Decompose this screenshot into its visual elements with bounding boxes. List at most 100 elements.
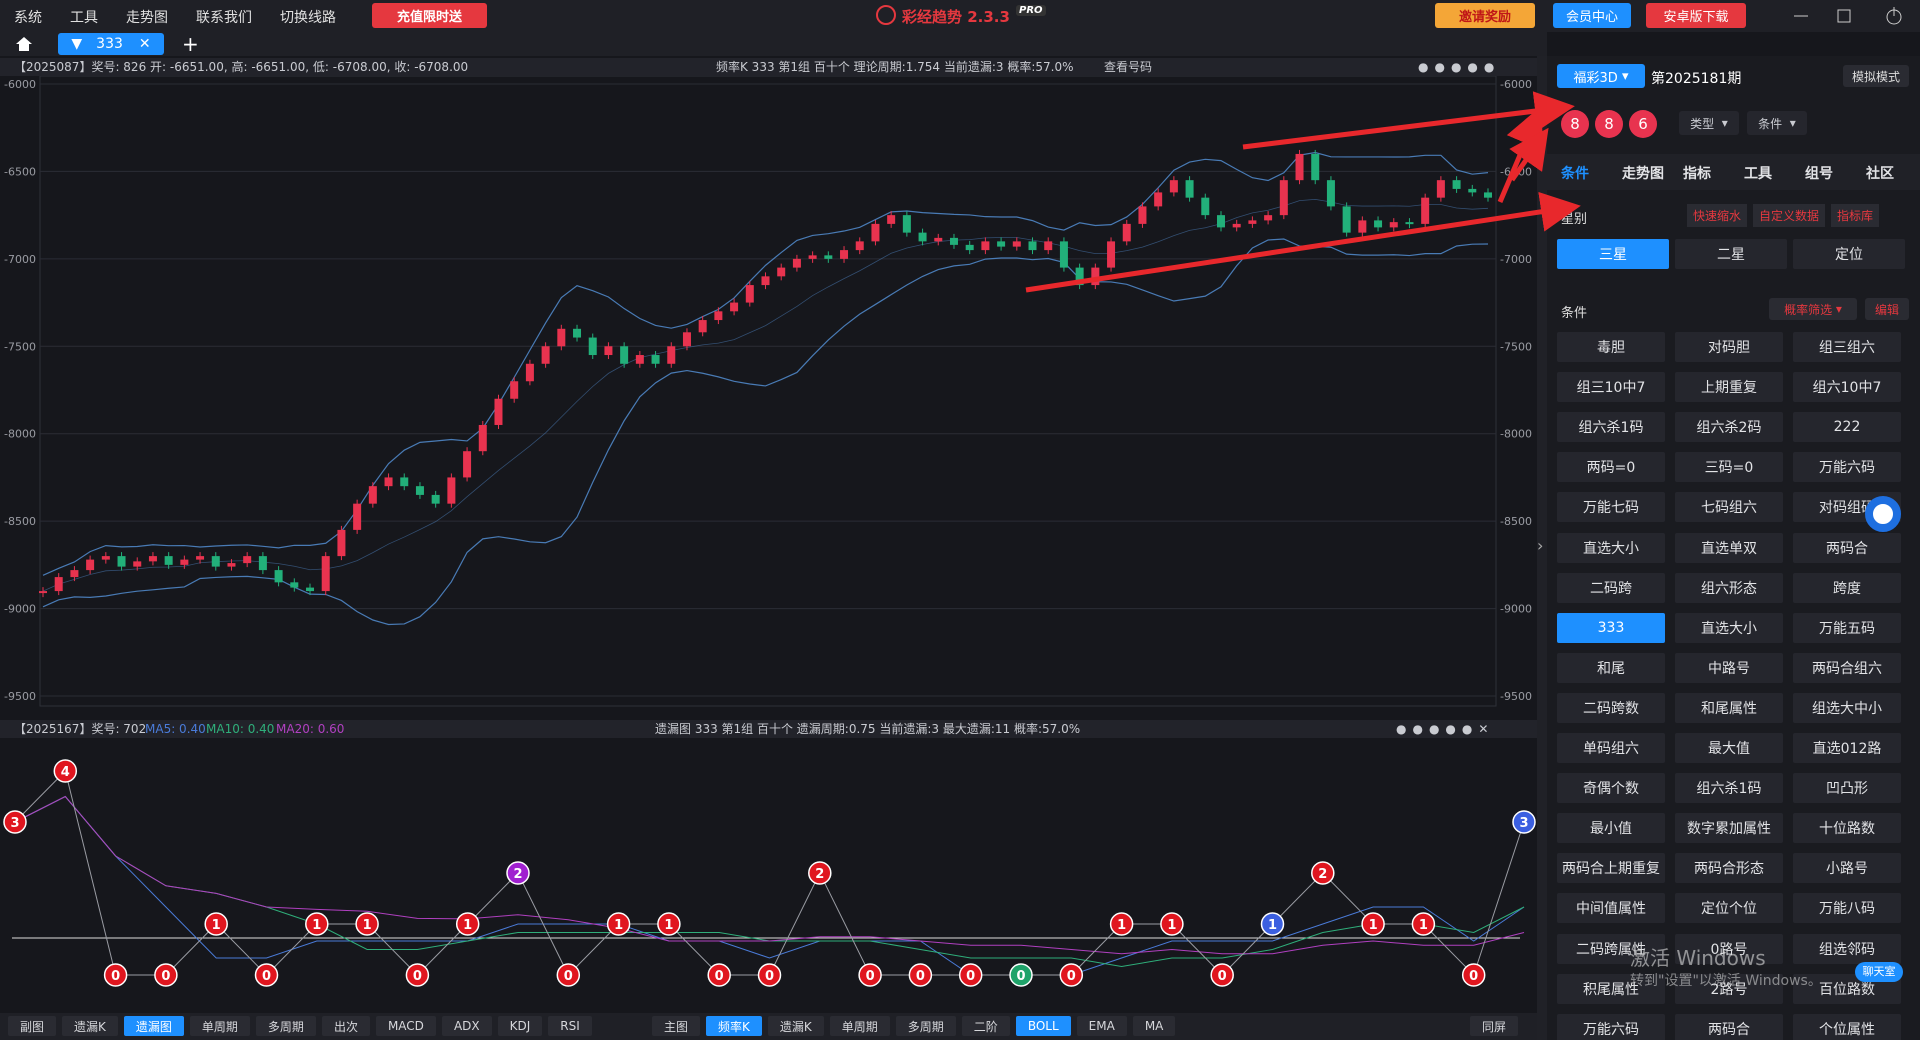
condition-button[interactable]: 222 [1793,412,1901,443]
condition-button[interactable]: 小路号 [1793,853,1901,884]
toolbar-button[interactable]: MA [1132,1016,1176,1036]
condition-button[interactable]: 中间值属性 [1557,893,1665,924]
condition-button[interactable]: 万能六码 [1557,1013,1665,1040]
panel-link[interactable]: 自定义数据 [1753,204,1826,227]
panel-link[interactable]: 指标库 [1831,204,1880,227]
condition-button[interactable]: 跨度 [1793,572,1901,603]
star-button[interactable]: 二星 [1675,239,1787,269]
panel-tab[interactable]: 条件 [1561,166,1589,182]
condition-button[interactable]: 最小值 [1557,813,1665,844]
condition-button[interactable]: 数字累加属性 [1675,813,1783,844]
toolbar-button[interactable]: KDJ [497,1016,543,1036]
toolbar-button[interactable]: 出次 [321,1016,370,1036]
condition-button[interactable]: 两码=0 [1557,452,1665,483]
panel-tab[interactable]: 组号 [1805,166,1833,182]
condition-button[interactable]: 二码跨 [1557,572,1665,603]
condition-button[interactable]: 两码合组六 [1793,652,1901,683]
star-button[interactable]: 定位 [1793,239,1905,269]
condition-button[interactable]: 组六杀1码 [1557,412,1665,443]
condition-button[interactable]: 两码合形态 [1675,853,1783,884]
sub-tools[interactable]: ●●●●●✕ [1396,722,1495,736]
menu-item[interactable]: 联系我们 [196,10,252,26]
android-button[interactable]: 安卓版下载 [1646,3,1746,28]
toolbar-button[interactable]: 多周期 [895,1016,956,1036]
condition-button[interactable]: 333 [1557,612,1665,643]
same-screen[interactable]: 同屏 [1470,1016,1519,1036]
condition-button[interactable]: 最大值 [1675,733,1783,763]
condition-button[interactable]: 组六10中7 [1793,372,1901,403]
condition-button[interactable]: 直选012路 [1793,733,1901,763]
edit[interactable]: 编辑 [1865,298,1909,320]
toolbar-button[interactable]: 多周期 [255,1016,316,1036]
condition-button[interactable]: 毒胆 [1557,332,1665,362]
condition-button[interactable]: 组选大中小 [1793,692,1901,723]
condition-button[interactable]: 0路号 [1675,933,1783,964]
condition-button[interactable]: 奇偶个数 [1557,773,1665,804]
float-icon[interactable] [1865,496,1901,532]
condition-button[interactable]: 个位属性 [1793,1013,1901,1040]
view-numbers[interactable]: 查看号码 [1104,60,1153,74]
home-icon[interactable] [14,35,34,53]
condition-button[interactable]: 二码跨属性 [1557,933,1665,964]
condition-button[interactable]: 2路号 [1675,973,1783,1004]
toolbar-button[interactable]: 频率K [706,1016,762,1036]
condition-button[interactable]: 直选大小 [1675,612,1783,643]
toolbar-button[interactable]: RSI [548,1016,592,1036]
toolbar-button[interactable]: 二阶 [961,1016,1010,1036]
condition-button[interactable]: 两码合 [1675,1013,1783,1040]
member-button[interactable]: 会员中心 [1553,3,1631,28]
toolbar-button[interactable]: BOLL [1015,1016,1071,1036]
condition-button[interactable]: 两码合 [1793,532,1901,563]
chat-room[interactable]: 聊天室 [1855,962,1903,982]
panel-link[interactable]: 快速缩水 [1687,204,1748,227]
condition-button[interactable]: 定位个位 [1675,893,1783,924]
condition-button[interactable]: 凹凸形 [1793,773,1901,804]
condition-button[interactable]: 组三10中7 [1557,372,1665,403]
condition-button[interactable]: 组六形态 [1675,572,1783,603]
toolbar-button[interactable]: 单周期 [829,1016,890,1036]
condition-button[interactable]: 中路号 [1675,652,1783,683]
invite-button[interactable]: 邀请奖励 [1435,3,1535,28]
cond-select[interactable]: 条件 ▾ [1747,111,1807,135]
panel-tab[interactable]: 社区 [1866,166,1894,182]
menu-item[interactable]: 工具 [70,10,98,26]
condition-button[interactable]: 直选单双 [1675,532,1783,563]
condition-button[interactable]: 万能七码 [1557,492,1665,523]
toolbar-button[interactable]: 遗漏K [767,1016,824,1036]
condition-button[interactable]: 七码组六 [1675,492,1783,523]
toolbar-button[interactable]: 主图 [652,1016,701,1036]
condition-button[interactable]: 积尾属性 [1557,973,1665,1004]
condition-button[interactable]: 两码合上期重复 [1557,853,1665,884]
condition-button[interactable]: 对码胆 [1675,332,1783,362]
add-tab[interactable]: + [182,32,199,56]
toolbar-button[interactable]: EMA [1076,1016,1127,1036]
prob-filter[interactable]: 概率筛选 ▾ [1769,298,1857,320]
menu-item[interactable]: 走势图 [126,10,168,26]
menu-item[interactable]: 切换线路 [280,10,336,26]
condition-button[interactable]: 万能八码 [1793,893,1901,924]
menu-item[interactable]: 系统 [14,10,42,26]
window-controls[interactable] [1790,4,1920,28]
star-button[interactable]: 三星 [1557,239,1669,269]
toolbar-button[interactable]: 遗漏K [62,1016,118,1036]
tab-333[interactable]: ▼ 333 ✕ [58,33,164,55]
condition-button[interactable]: 单码组六 [1557,733,1665,763]
condition-button[interactable]: 直选大小 [1557,532,1665,563]
chart-tools[interactable]: ●●●●● [1418,60,1501,74]
condition-button[interactable]: 组三组六 [1793,332,1901,362]
condition-button[interactable]: 二码跨数 [1557,692,1665,723]
condition-button[interactable]: 组六杀1码 [1675,773,1783,804]
toolbar-button[interactable]: ADX [441,1016,492,1036]
toolbar-button[interactable]: 副图 [8,1016,57,1036]
toolbar-button[interactable]: 单周期 [189,1016,250,1036]
sim-mode[interactable]: 模拟模式 [1843,65,1909,87]
condition-button[interactable]: 和尾 [1557,652,1665,683]
toolbar-button[interactable]: 遗漏图 [123,1016,184,1036]
condition-button[interactable]: 和尾属性 [1675,692,1783,723]
condition-button[interactable]: 万能五码 [1793,612,1901,643]
panel-tab[interactable]: 工具 [1744,166,1772,182]
toolbar-button[interactable]: MACD [375,1016,436,1036]
panel-tab[interactable]: 指标 [1683,166,1711,182]
type-select[interactable]: 类型 ▾ [1679,111,1739,135]
promo-button[interactable]: 充值限时送 [372,3,487,28]
